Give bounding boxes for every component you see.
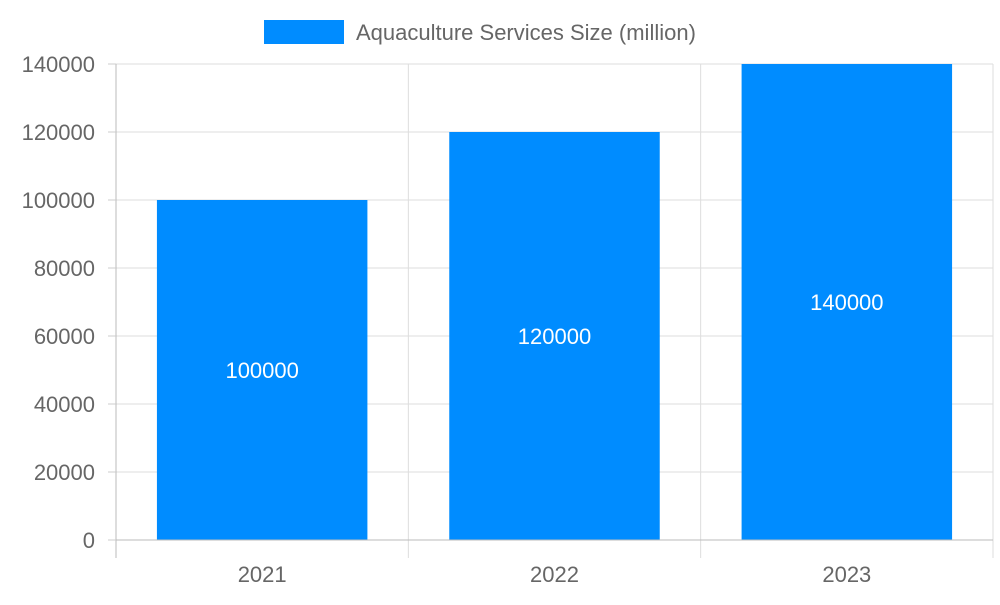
legend-swatch	[264, 20, 344, 44]
data-label: 100000	[225, 358, 298, 383]
bars: 100000 120000 140000	[156, 64, 953, 540]
bar	[741, 64, 953, 540]
bar	[156, 200, 368, 540]
y-tick-label: 0	[83, 528, 95, 553]
y-tick-label: 20000	[34, 460, 95, 485]
y-tick-label: 100000	[22, 188, 95, 213]
y-tick-label: 120000	[22, 120, 95, 145]
legend[interactable]: Aquaculture Services Size (million)	[264, 20, 696, 45]
legend-label: Aquaculture Services Size (million)	[356, 20, 696, 45]
x-tick-label: 2021	[238, 562, 287, 587]
y-tick-label: 140000	[22, 52, 95, 77]
y-tick-label: 40000	[34, 392, 95, 417]
data-label: 120000	[518, 324, 591, 349]
y-tick-label: 60000	[34, 324, 95, 349]
data-label: 140000	[810, 290, 883, 315]
x-tick-label: 2022	[530, 562, 579, 587]
axes: 0 20000 40000 60000 80000 100000 120000 140000 2…	[22, 52, 993, 587]
y-tick-label: 80000	[34, 256, 95, 281]
bar	[449, 132, 660, 540]
x-tick-label: 2023	[822, 562, 871, 587]
